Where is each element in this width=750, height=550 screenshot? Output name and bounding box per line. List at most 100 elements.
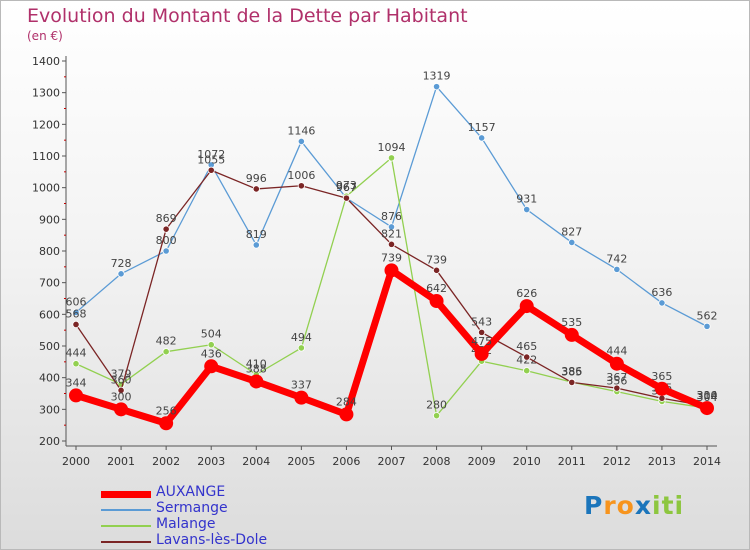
data-point bbox=[72, 308, 80, 317]
data-point bbox=[568, 238, 576, 247]
data-point bbox=[564, 327, 579, 342]
logo-letter: o bbox=[616, 491, 635, 520]
data-point bbox=[613, 384, 621, 392]
data-point bbox=[69, 388, 83, 403]
x-tick-label: 2007 bbox=[378, 455, 406, 468]
legend-label: Lavans-lès-Dole bbox=[156, 532, 268, 548]
data-point bbox=[297, 182, 305, 190]
data-label: 1006 bbox=[287, 169, 315, 182]
data-point bbox=[387, 240, 396, 248]
data-point bbox=[72, 360, 80, 368]
data-label: 996 bbox=[246, 172, 267, 185]
proxiti-logo: Proxiti bbox=[584, 491, 684, 520]
data-label: 310 bbox=[697, 389, 718, 402]
legend-swatch bbox=[101, 525, 151, 527]
data-point bbox=[609, 356, 624, 371]
y-tick-label: 200 bbox=[39, 435, 60, 448]
data-point bbox=[523, 353, 531, 361]
data-label: 876 bbox=[381, 210, 402, 223]
legend-label: Sermange bbox=[156, 500, 228, 516]
data-label: 606 bbox=[66, 295, 87, 308]
y-tick-label: 300 bbox=[39, 403, 60, 416]
data-point bbox=[297, 137, 305, 146]
data-label: 388 bbox=[246, 362, 267, 375]
data-label: 739 bbox=[381, 251, 402, 264]
data-label: 304 bbox=[697, 391, 718, 404]
logo-letter: t bbox=[661, 491, 675, 520]
x-tick-label: 2001 bbox=[107, 455, 135, 468]
data-label: 410 bbox=[246, 358, 267, 371]
data-label: 386 bbox=[561, 365, 582, 378]
legend-swatch bbox=[101, 491, 151, 498]
data-label: 562 bbox=[697, 309, 718, 322]
data-point bbox=[384, 263, 399, 278]
data-point bbox=[339, 407, 354, 422]
data-label: 739 bbox=[426, 253, 447, 266]
data-point bbox=[519, 299, 534, 314]
data-point bbox=[207, 166, 215, 174]
data-point bbox=[478, 134, 486, 142]
y-tick-label: 500 bbox=[39, 340, 60, 353]
data-label: 728 bbox=[111, 257, 132, 270]
series-auxange: 344 300 256 436 388 337 284 739 642 475 626 535 444 3… bbox=[66, 251, 718, 431]
data-point bbox=[72, 320, 80, 329]
data-point bbox=[342, 194, 351, 202]
data-point bbox=[432, 83, 441, 91]
data-label: 821 bbox=[381, 227, 402, 240]
data-label: 967 bbox=[336, 181, 357, 194]
data-point bbox=[474, 346, 489, 361]
y-tick-label: 700 bbox=[39, 277, 60, 290]
unit-label: (en €) bbox=[27, 29, 63, 43]
data-point bbox=[478, 328, 486, 336]
y-tick-label: 1000 bbox=[32, 182, 60, 195]
data-point bbox=[249, 374, 264, 389]
data-label: 367 bbox=[606, 371, 627, 384]
y-tick-label: 600 bbox=[39, 308, 60, 321]
data-point bbox=[387, 154, 396, 162]
x-tick-label: 2012 bbox=[603, 455, 631, 468]
data-label: 304 bbox=[697, 389, 718, 402]
data-point bbox=[162, 348, 170, 356]
data-label: 344 bbox=[66, 376, 87, 389]
data-point bbox=[252, 185, 260, 193]
x-tick-label: 2006 bbox=[332, 455, 360, 468]
data-point bbox=[703, 322, 711, 330]
data-point bbox=[117, 270, 125, 278]
x-tick-label: 2005 bbox=[287, 455, 315, 468]
data-label: 504 bbox=[201, 328, 222, 341]
data-point bbox=[114, 402, 129, 417]
data-point bbox=[159, 416, 174, 431]
data-label: 1157 bbox=[468, 121, 496, 134]
data-point bbox=[204, 359, 219, 374]
data-label: 967 bbox=[336, 181, 357, 194]
data-label: 568 bbox=[66, 307, 87, 320]
data-label: 475 bbox=[471, 335, 492, 348]
y-tick-label: 1200 bbox=[32, 118, 60, 131]
data-label: 869 bbox=[156, 212, 177, 225]
series-sermange: 606 728 800 1072 819 1146 967 876 1319 1157 931 827… bbox=[66, 70, 718, 330]
data-label: 444 bbox=[66, 347, 87, 360]
x-tick-label: 2003 bbox=[197, 455, 225, 468]
series-line bbox=[75, 86, 708, 327]
data-label: 360 bbox=[111, 373, 132, 386]
data-label: 436 bbox=[201, 347, 222, 360]
logo-letter: P bbox=[584, 491, 604, 520]
data-label: 827 bbox=[561, 225, 582, 238]
data-label: 465 bbox=[516, 340, 537, 353]
data-point bbox=[429, 294, 444, 309]
data-point bbox=[207, 341, 215, 349]
x-tick-label: 2009 bbox=[468, 455, 496, 468]
data-label: 365 bbox=[651, 370, 672, 383]
data-label: 494 bbox=[291, 331, 312, 344]
data-label: 385 bbox=[561, 365, 582, 378]
data-point bbox=[523, 367, 531, 375]
x-tick-label: 2008 bbox=[423, 455, 451, 468]
y-tick-label: 1400 bbox=[32, 55, 60, 68]
x-tick-label: 2014 bbox=[693, 455, 721, 468]
x-tick-label: 2002 bbox=[152, 455, 180, 468]
x-tick-label: 2004 bbox=[242, 455, 270, 468]
data-label: 337 bbox=[291, 379, 312, 392]
logo-letter: x bbox=[634, 491, 652, 520]
